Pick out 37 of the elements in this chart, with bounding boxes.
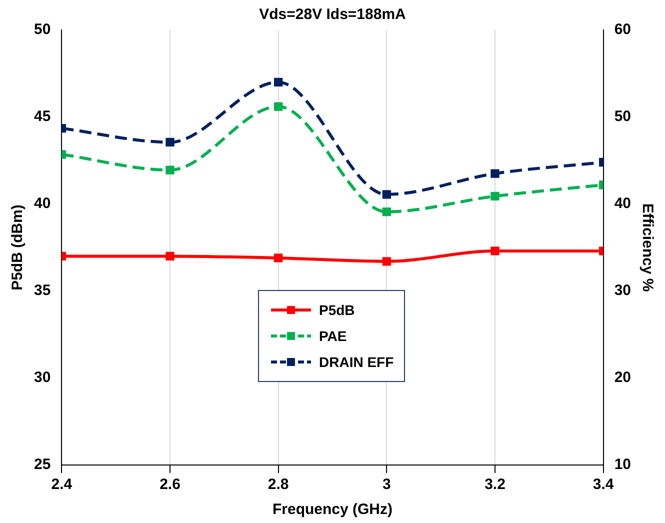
x-axis-title: Frequency (GHz) [272,501,393,518]
point [490,192,500,200]
y-tick-label: 30 [34,369,51,386]
point [382,257,391,266]
y-tick-label: 40 [34,195,51,212]
y2-tick-label: 10 [614,456,632,474]
y2-tick-label: 50 [614,108,632,126]
x-tick-label: 2.4 [51,476,73,494]
y-tick-label: 45 [34,108,51,126]
y2-tick-label: 30 [614,282,632,300]
y2-axis-title: Efficiency % [638,203,656,292]
x-tick-label: 3.2 [484,476,506,494]
point [490,169,500,178]
y2-tick-label: 20 [614,369,632,386]
point [274,102,283,111]
legend-label: P5dB [319,302,355,318]
legend-label: DRAIN EFF [319,354,394,370]
y2-tick-label: 60 [614,21,632,38]
chart-title: Vds=28V Ids=188mA [259,6,406,24]
legend-label: PAE [319,328,347,344]
x-tick-label: 2.8 [268,476,289,494]
point [166,252,174,261]
point [382,190,391,199]
point [490,246,500,256]
point [382,208,391,216]
point [274,254,283,262]
y-axis-title: P5dB (dBm) [9,204,26,290]
x-tick-label: 3 [382,476,391,494]
x-tick-label: 2.6 [160,476,180,494]
y-tick-label: 50 [34,21,51,38]
point [166,138,174,147]
y2-tick-label: 40 [614,195,632,212]
y-tick-label: 35 [34,282,51,300]
x-tick-label: 3.4 [592,476,614,494]
point [166,166,174,174]
y-tick-label: 25 [34,456,51,474]
point [274,78,283,87]
